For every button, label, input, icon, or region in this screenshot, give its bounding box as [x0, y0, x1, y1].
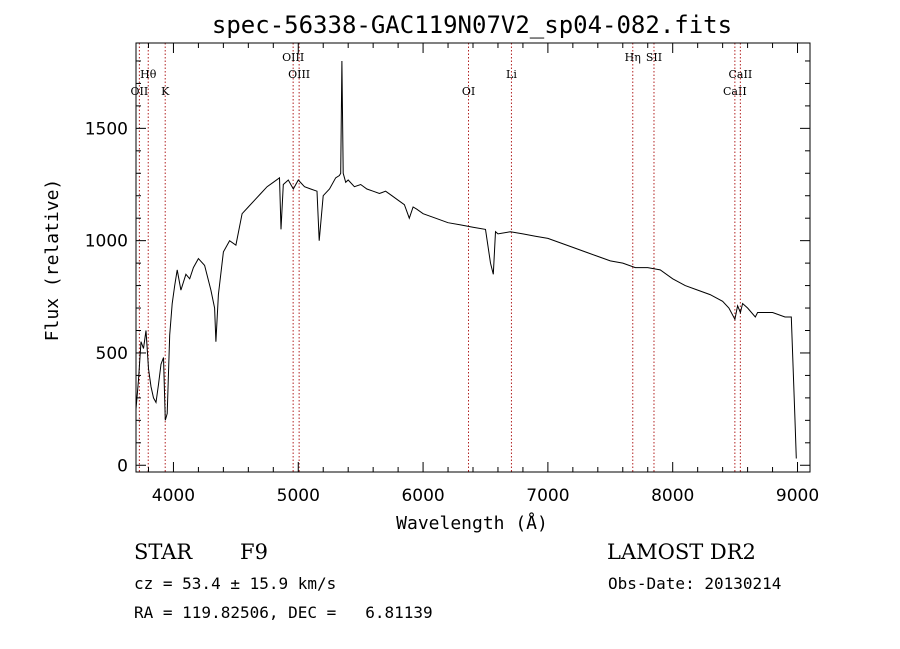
tick-labels: 4000 5000 6000 7000 8000 9000 0 500 1000 1500: [85, 119, 819, 506]
line-label-5: OI: [462, 85, 475, 98]
spectral-line-markers: OII Hθ K OIII OIII OI Li Hη SII CaII CaII: [131, 43, 753, 472]
x-tick-label-4000: 4000: [152, 486, 195, 506]
survey-label: LAMOST DR2: [607, 540, 756, 564]
redshift-velocity-label: cz = 53.4 ± 15.9 km/s: [134, 574, 337, 593]
coordinates-label: RA = 119.82506, DEC = 6.81139: [134, 603, 433, 622]
spectrum-flux-line: [135, 60, 797, 459]
line-label-4: OIII: [288, 68, 310, 81]
line-label-2: K: [161, 85, 170, 98]
x-tick-label-7000: 7000: [526, 486, 569, 506]
line-label-3: OIII: [282, 51, 304, 64]
x-tick-label-8000: 8000: [651, 486, 694, 506]
object-subclass-label: F9: [240, 540, 268, 564]
x-tick-label-5000: 5000: [277, 486, 320, 506]
y-axis-label: Flux (relative): [42, 179, 63, 342]
line-label-0: OII: [131, 85, 149, 98]
y-tick-label-1500: 1500: [85, 119, 128, 139]
line-label-10: CaII: [729, 68, 753, 81]
y-tick-label-0: 0: [117, 456, 128, 476]
y-tick-label-500: 500: [96, 344, 128, 364]
plot-frame: [135, 42, 811, 473]
x-tick-label-9000: 9000: [776, 486, 819, 506]
line-label-1: Hθ: [140, 68, 157, 81]
line-label-9: CaII: [723, 85, 747, 98]
axis-ticks: [136, 43, 810, 472]
y-tick-label-1000: 1000: [85, 232, 128, 252]
line-label-7: Hη: [625, 51, 641, 64]
chart-title: spec-56338-GAC119N07V2_sp04-082.fits: [212, 11, 732, 39]
line-label-8: SII: [646, 51, 662, 64]
line-label-6: Li: [506, 68, 517, 81]
object-class-label: STAR: [134, 540, 193, 564]
x-axis-label: Wavelength (Å): [396, 512, 548, 534]
observation-date-label: Obs-Date: 20130214: [608, 574, 782, 593]
x-tick-label-6000: 6000: [401, 486, 444, 506]
